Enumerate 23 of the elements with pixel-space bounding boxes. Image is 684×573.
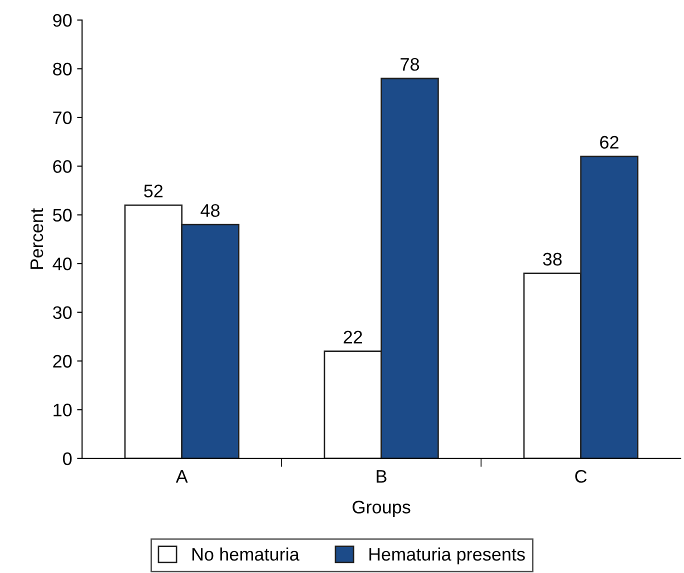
data-label: 78 bbox=[400, 58, 420, 71]
y-tick-label: 90 bbox=[53, 14, 72, 27]
data-label: 62 bbox=[600, 136, 618, 149]
y-tick-label: 80 bbox=[53, 62, 72, 76]
y-tick-label: 40 bbox=[52, 258, 72, 270]
x-tick-label: A bbox=[176, 470, 188, 483]
legend-label: Hematuria presents bbox=[369, 547, 525, 564]
data-label: 22 bbox=[344, 330, 362, 344]
y-tick-label: 60 bbox=[53, 160, 72, 173]
data-label: 52 bbox=[144, 184, 163, 198]
data-label: 48 bbox=[200, 204, 220, 217]
x-tick-label: C bbox=[575, 470, 587, 483]
x-tick-label: B bbox=[376, 470, 386, 483]
y-tick-label: 70 bbox=[53, 111, 72, 124]
data-label: 38 bbox=[543, 252, 562, 266]
y-tick-label: 10 bbox=[54, 404, 72, 416]
x-axis-title: Groups bbox=[352, 500, 410, 518]
legend-label: No hematuria bbox=[192, 547, 300, 561]
y-tick-label: 0 bbox=[63, 452, 72, 466]
y-tick-label: 30 bbox=[52, 306, 72, 320]
y-tick-label: 20 bbox=[53, 354, 72, 368]
y-tick-label: 50 bbox=[53, 208, 72, 222]
y-axis-title: Percent bbox=[30, 208, 44, 269]
